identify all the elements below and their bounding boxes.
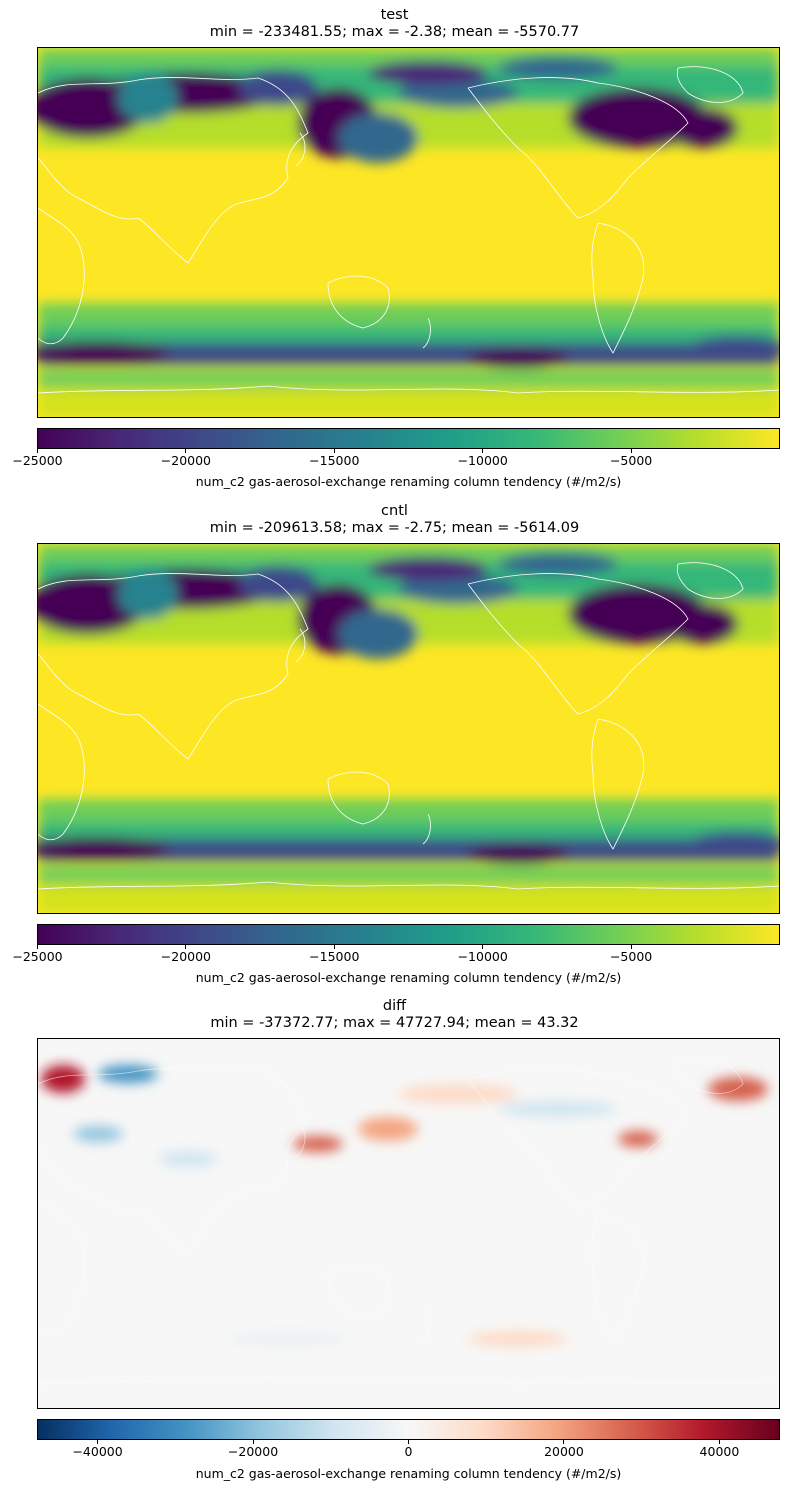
colorbar-ticks-test: −25000 −20000 −15000 −10000 −5000: [0, 449, 789, 469]
colorbar-tick: [185, 449, 187, 453]
colorbar-cntl: [37, 924, 780, 945]
field-background: [38, 1039, 779, 1408]
colorbar-tick-label: 40000: [699, 1444, 740, 1459]
colorbar-tick-label: −15000: [309, 453, 360, 468]
map-cntl-svg: [38, 544, 779, 913]
map-cntl: [37, 543, 780, 914]
coastlines: [38, 562, 779, 890]
colorbar-tick-label: 20000: [544, 1444, 584, 1459]
colorbar-tick: [630, 449, 632, 453]
colorbar-tick-label: −20000: [160, 949, 212, 964]
colorbar-tick: [333, 449, 335, 453]
colorbar-tick: [37, 945, 38, 949]
colorbar-tick: [252, 1440, 254, 1444]
coastlines: [38, 66, 779, 394]
colorbar-ticks-cntl: −25000 −20000 −15000 −10000 −5000: [0, 945, 789, 965]
colorbar-tick: [563, 1440, 565, 1444]
colorbar-tick: [482, 945, 484, 949]
panel-subtitle-diff: min = -37372.77; max = 47727.94; mean = …: [210, 1015, 579, 1031]
coastlines: [38, 1057, 779, 1385]
colorbar-tick-label: −10000: [457, 949, 508, 964]
map-diff: [37, 1038, 780, 1409]
map-diff-svg: [38, 1039, 779, 1408]
panel-title-test: test: [380, 7, 409, 23]
panel-title-diff: diff: [382, 998, 407, 1014]
colorbar-tick-label: −25000: [12, 453, 63, 468]
colorbar-test: [37, 428, 780, 449]
colorbar-diff: [37, 1419, 780, 1440]
colorbar-label-cntl: num_c2 gas-aerosol-exchange renaming col…: [195, 970, 622, 985]
colorbar-tick-label: −25000: [12, 949, 63, 964]
colorbar-tick: [97, 1440, 99, 1444]
panel-title-cntl: cntl: [381, 503, 408, 519]
colorbar-tick: [718, 1440, 720, 1444]
colorbar-tick-label: 0: [404, 1444, 413, 1459]
colorbar-tick-label: −40000: [72, 1444, 123, 1459]
map-test-svg: [38, 48, 779, 417]
colorbar-tick: [185, 945, 187, 949]
colorbar-tick: [482, 449, 484, 453]
colorbar-tick: [408, 1440, 409, 1444]
map-test: [37, 47, 780, 418]
colorbar-tick: [37, 449, 38, 453]
colorbar-tick-label: −20000: [160, 453, 212, 468]
colorbar-tick-label: −15000: [309, 949, 360, 964]
panel-subtitle-test: min = -233481.55; max = -2.38; mean = -5…: [209, 24, 580, 40]
colorbar-tick-label: −20000: [227, 1444, 279, 1459]
colorbar-label-test: num_c2 gas-aerosol-exchange renaming col…: [195, 474, 622, 489]
colorbar-label-diff: num_c2 gas-aerosol-exchange renaming col…: [195, 1466, 622, 1481]
colorbar-tick: [333, 945, 335, 949]
colorbar-tick: [630, 945, 632, 949]
colorbar-tick-label: −5000: [609, 949, 653, 964]
panel-subtitle-cntl: min = -209613.58; max = -2.75; mean = -5…: [209, 520, 580, 536]
colorbar-ticks-diff: −40000 −20000 0 20000 40000: [0, 1440, 789, 1460]
colorbar-tick-label: −10000: [457, 453, 508, 468]
colorbar-tick-label: −5000: [609, 453, 653, 468]
